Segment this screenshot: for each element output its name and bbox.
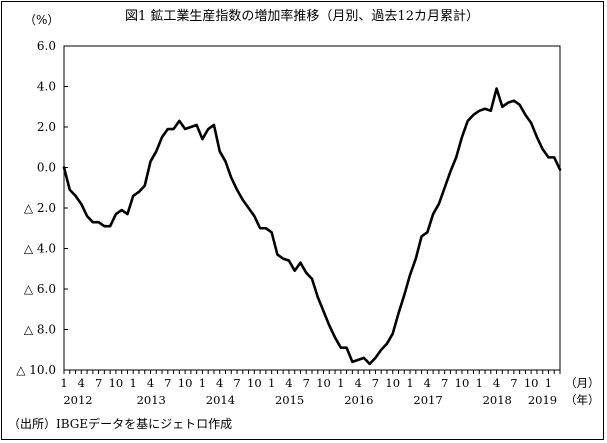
x-month-label: 4 xyxy=(216,376,223,390)
x-month-label: 1 xyxy=(337,376,344,390)
x-month-labels: 1 4 7 10 1 4 7 10 1 4 7 10 1 4 7 10 1 4 7 10 1 4 7 10 1 4 7 10 1 xyxy=(60,376,552,390)
source-note: （出所）IBGEデータを基にジェトロ作成 xyxy=(8,416,232,431)
x-month-label: 10 xyxy=(524,376,539,390)
x-month-label: 10 xyxy=(316,376,331,390)
x-month-label: 1 xyxy=(476,376,483,390)
x-month-label: 7 xyxy=(372,376,379,390)
x-year-label: 2016 xyxy=(344,393,373,407)
y-tick-label: 2.0 xyxy=(37,120,56,134)
x-month-label: 1 xyxy=(406,376,413,390)
x-axis-year-unit: （年） xyxy=(565,393,600,407)
x-month-label: 4 xyxy=(78,376,85,390)
x-year-label: 2017 xyxy=(413,393,442,407)
y-tick-label: △ 10.0 xyxy=(16,363,56,377)
x-month-label: 4 xyxy=(354,376,361,390)
y-tick-label: △ 4.0 xyxy=(24,242,56,256)
x-year-label: 2014 xyxy=(206,393,235,407)
y-tick-label: △ 2.0 xyxy=(24,201,56,215)
x-month-label: 10 xyxy=(455,376,470,390)
x-month-label: 1 xyxy=(545,376,552,390)
x-month-label: 7 xyxy=(510,376,517,390)
y-tick-label: △ 8.0 xyxy=(24,323,56,337)
x-month-label: 1 xyxy=(130,376,137,390)
x-month-label: 7 xyxy=(233,376,240,390)
x-month-label: 4 xyxy=(147,376,154,390)
x-axis-month-unit: （月） xyxy=(565,376,600,390)
x-month-label: 4 xyxy=(424,376,431,390)
x-year-label: 2012 xyxy=(63,393,92,407)
y-tick-labels: 6.0 4.0 2.0 0.0 △ 2.0 △ 4.0 △ 6.0 △ 8.0 △ 10.0 xyxy=(16,39,68,377)
x-month-label: 4 xyxy=(285,376,292,390)
x-month-label: 1 xyxy=(60,376,67,390)
y-tick-label: 6.0 xyxy=(37,39,56,53)
y-tick-label: △ 6.0 xyxy=(24,282,56,296)
x-month-label: 7 xyxy=(164,376,171,390)
x-month-label: 10 xyxy=(178,376,193,390)
x-month-label: 10 xyxy=(385,376,400,390)
x-year-label: 2013 xyxy=(137,393,166,407)
x-month-label: 1 xyxy=(199,376,206,390)
x-month-label: 1 xyxy=(268,376,275,390)
x-month-label: 4 xyxy=(493,376,500,390)
y-axis-unit-label: （%） xyxy=(24,13,59,27)
plot-area xyxy=(63,45,561,371)
x-month-label: 10 xyxy=(109,376,124,390)
x-month-label: 7 xyxy=(441,376,448,390)
x-month-label: 7 xyxy=(95,376,102,390)
series-line xyxy=(62,87,562,366)
chart-title: 図1 鉱工業生産指数の増加率推移（月別、過去12カ月累計） xyxy=(125,8,479,24)
x-year-label: 2015 xyxy=(275,393,304,407)
x-month-label: 10 xyxy=(247,376,262,390)
x-tick-marks xyxy=(63,370,561,374)
y-tick-label: 0.0 xyxy=(37,161,56,175)
x-year-labels: 2012 2013 2014 2015 2016 2017 2018 2019 xyxy=(63,393,557,407)
y-tick-label: 4.0 xyxy=(37,80,56,94)
x-month-label: 7 xyxy=(303,376,310,390)
x-year-label: 2018 xyxy=(483,393,512,407)
x-year-label: 2019 xyxy=(528,393,557,407)
